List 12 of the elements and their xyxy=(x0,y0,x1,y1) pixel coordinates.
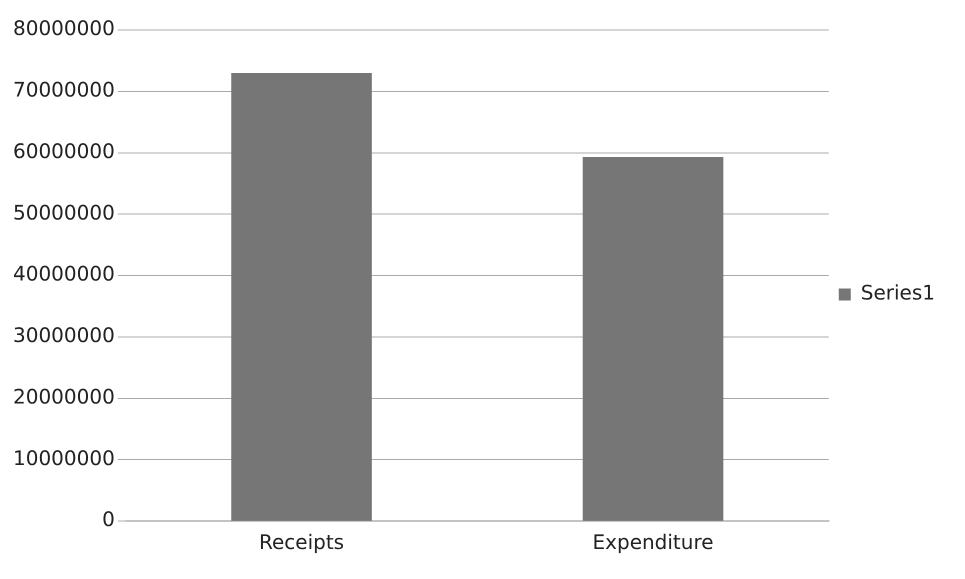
y-tick-label: 50000000 xyxy=(13,200,115,224)
y-tick-label: 40000000 xyxy=(13,262,115,286)
y-tick-label: 80000000 xyxy=(13,16,115,40)
y-tick-label: 60000000 xyxy=(13,138,115,163)
y-tick-label: 30000000 xyxy=(13,323,115,348)
y-tick-label: 0 xyxy=(102,507,115,532)
y-tick-label: 10000000 xyxy=(13,446,115,470)
legend-label: Series1 xyxy=(860,280,936,305)
x-tick-label: Expenditure xyxy=(592,530,714,554)
x-tick-label: Receipts xyxy=(258,530,344,554)
y-tick-label: 70000000 xyxy=(13,78,115,102)
y-tick-label: 20000000 xyxy=(13,384,115,408)
